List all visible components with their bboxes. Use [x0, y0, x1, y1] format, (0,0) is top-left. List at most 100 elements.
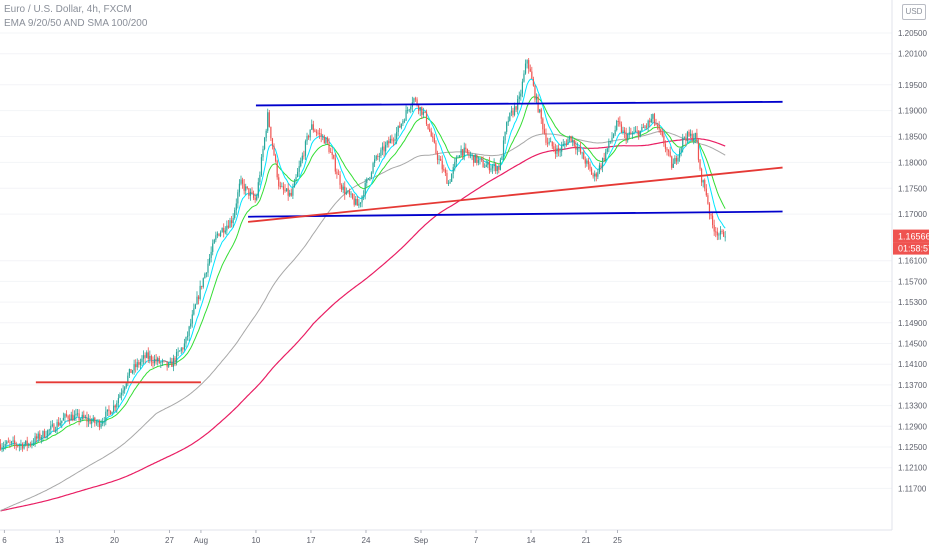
candle — [150, 354, 153, 367]
candle — [488, 156, 490, 174]
candle — [193, 303, 195, 316]
last-price-tag — [893, 229, 929, 243]
candle — [487, 160, 489, 169]
symbol-title[interactable]: Euro / U.S. Dollar, 4h, FXCM — [4, 4, 132, 15]
candle — [202, 277, 204, 289]
candle — [407, 106, 409, 114]
candle — [394, 133, 396, 145]
candle — [719, 226, 722, 240]
candle — [452, 163, 454, 179]
candle — [58, 417, 60, 427]
candle — [658, 121, 660, 133]
candle — [25, 440, 27, 447]
candle — [425, 109, 428, 126]
candle — [554, 143, 557, 159]
candle — [427, 123, 429, 130]
price-tick-label: 1.19000 — [898, 107, 927, 116]
candle — [1, 442, 3, 453]
time-axis[interactable]: 6 13 20 27 Aug 10 17 24 Sep 7 14 21 25 — [2, 530, 622, 545]
candle — [78, 409, 80, 426]
candle — [702, 179, 704, 188]
candle — [306, 132, 308, 145]
candle — [65, 410, 68, 418]
candle — [438, 155, 440, 165]
candle — [149, 350, 151, 364]
candle — [559, 147, 561, 158]
candle — [446, 169, 448, 184]
candle — [303, 150, 305, 160]
candle — [7, 437, 9, 443]
candle — [432, 132, 434, 142]
candle — [128, 368, 130, 378]
candle — [663, 131, 665, 147]
candle — [125, 382, 127, 389]
currency-button[interactable]: USD — [902, 4, 926, 20]
candle — [576, 142, 579, 156]
candle — [67, 414, 69, 422]
price-tick-label: 1.14900 — [898, 319, 927, 328]
candle — [172, 354, 175, 372]
candle — [664, 140, 667, 153]
trendline-channel-top[interactable] — [255, 100, 783, 107]
indicator-legend[interactable]: EMA 9/20/50 AND SMA 100/200 — [4, 18, 148, 29]
candle — [535, 93, 538, 104]
candle — [623, 127, 626, 139]
candle — [218, 233, 220, 237]
candle — [495, 162, 497, 174]
time-tick-label: 21 — [582, 536, 591, 545]
candle — [584, 156, 586, 168]
candle — [506, 121, 508, 135]
candle — [614, 125, 616, 136]
candle — [163, 360, 165, 363]
candle — [444, 167, 446, 177]
candle — [194, 303, 197, 310]
candle — [17, 444, 19, 448]
candle — [667, 149, 670, 157]
candle — [683, 136, 685, 140]
candle — [18, 443, 20, 452]
candle — [686, 130, 689, 144]
candle — [201, 285, 203, 290]
trendline-channel-bottom[interactable] — [248, 210, 783, 218]
candle — [6, 440, 8, 447]
candle — [45, 430, 47, 439]
price-tick-label: 1.19500 — [898, 81, 927, 90]
trendline-rising-support[interactable] — [247, 166, 783, 223]
candle — [565, 139, 568, 147]
candle — [0, 439, 2, 451]
candle — [579, 141, 582, 155]
candle — [372, 161, 374, 174]
candle — [545, 128, 547, 146]
candle — [644, 124, 646, 130]
candle — [355, 195, 357, 206]
trendlines[interactable] — [35, 100, 783, 384]
candle — [70, 411, 72, 421]
candle — [350, 191, 352, 198]
candle — [465, 143, 467, 153]
candle — [476, 154, 478, 166]
candle — [325, 137, 327, 145]
candle — [221, 227, 223, 233]
candle — [21, 442, 24, 452]
candle — [680, 147, 682, 157]
candle — [370, 171, 373, 180]
candle — [564, 141, 566, 150]
candle — [707, 193, 709, 205]
candle — [246, 186, 248, 190]
candle — [392, 137, 395, 147]
candle — [518, 91, 520, 104]
candle — [723, 229, 725, 238]
candle — [153, 354, 156, 367]
candle — [314, 128, 316, 133]
price-axis[interactable]: 1.20500 1.20100 1.19500 1.19000 1.18500 1.180… — [898, 29, 927, 493]
candle — [59, 417, 61, 427]
candle — [479, 158, 481, 165]
candle — [712, 211, 714, 229]
price-tick-label: 1.13300 — [898, 402, 927, 411]
price-tick-label: 1.17500 — [898, 184, 927, 193]
candle — [638, 130, 640, 140]
candle — [389, 135, 391, 144]
candle — [656, 122, 659, 130]
countdown-tag — [893, 242, 929, 255]
